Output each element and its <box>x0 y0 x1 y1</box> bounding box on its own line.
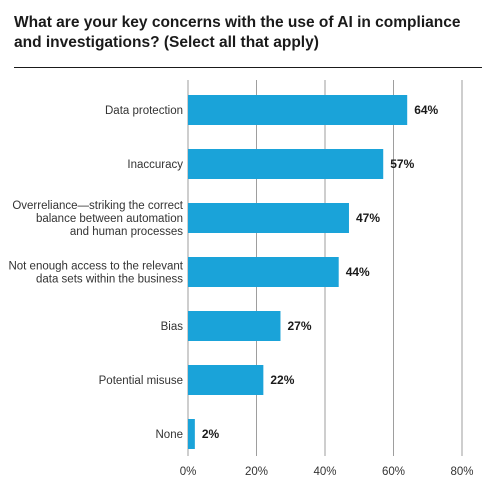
bar <box>188 95 408 125</box>
category-label: and human processes <box>70 226 183 238</box>
data-label: 2% <box>202 427 220 441</box>
bar <box>188 203 349 233</box>
category-label: balance between automation <box>36 213 183 225</box>
x-tick-label: 0% <box>180 466 197 478</box>
data-label: 22% <box>270 373 294 387</box>
category-label: None <box>156 429 184 441</box>
x-tick-label: 40% <box>313 466 336 478</box>
data-label: 44% <box>346 265 370 279</box>
category-label: data sets within the business <box>36 274 183 286</box>
category-label: Overreliance—striking the correct <box>12 200 183 212</box>
data-label: 27% <box>287 319 311 333</box>
data-label: 47% <box>356 211 380 225</box>
bar <box>188 419 195 449</box>
category-label: Bias <box>161 321 184 333</box>
category-label: Potential misuse <box>99 375 183 387</box>
bar <box>188 257 339 287</box>
data-label: 64% <box>414 103 438 117</box>
x-tick-label: 20% <box>245 466 268 478</box>
category-label: Inaccuracy <box>127 159 183 171</box>
chart-title: What are your key concerns with the use … <box>14 14 461 51</box>
bar <box>188 365 264 395</box>
bar <box>188 311 281 341</box>
x-tick-label: 60% <box>382 466 405 478</box>
category-label: Not enough access to the relevant <box>8 261 183 273</box>
bar <box>188 149 384 179</box>
category-label: Data protection <box>105 105 183 117</box>
x-tick-label: 80% <box>450 466 473 478</box>
data-label: 57% <box>390 157 414 171</box>
title-divider <box>14 67 482 68</box>
